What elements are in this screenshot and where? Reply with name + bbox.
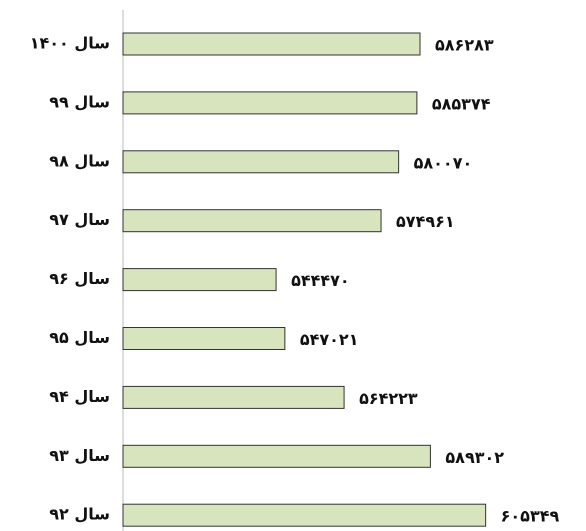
value-label: ۵۸۹۳۰۲	[445, 448, 504, 467]
value-label: ۵۴۴۴۷۰	[291, 271, 350, 290]
bar	[122, 503, 487, 527]
bar	[122, 385, 345, 409]
category-label: سال ۹۸	[49, 151, 110, 170]
bar	[122, 150, 400, 174]
bar	[122, 268, 277, 292]
category-label: سال ۹۷	[49, 210, 110, 229]
category-label: سال ۹۶	[49, 269, 110, 288]
value-label: ۵۷۴۹۶۱	[396, 212, 455, 231]
bar	[122, 444, 431, 468]
category-label: سال ۹۹	[49, 92, 110, 111]
category-label: سال ۱۴۰۰	[30, 34, 110, 53]
category-label: سال ۹۲	[49, 505, 110, 524]
value-label: ۵۴۷۰۲۱	[300, 330, 359, 349]
bar	[122, 91, 418, 115]
bar	[122, 209, 382, 233]
value-label: ۵۸۵۳۷۴	[432, 94, 491, 113]
bar	[122, 32, 421, 56]
value-label: ۵۸۰۰۷۰	[414, 153, 473, 172]
category-label: سال ۹۳	[49, 446, 110, 465]
value-label: ۶۰۵۳۴۹	[501, 507, 560, 526]
value-label: ۵۸۶۲۸۳	[435, 36, 494, 55]
category-label: سال ۹۵	[49, 328, 110, 347]
value-label: ۵۶۴۲۲۳	[359, 389, 418, 408]
category-label: سال ۹۴	[49, 387, 110, 406]
bar	[122, 327, 286, 350]
